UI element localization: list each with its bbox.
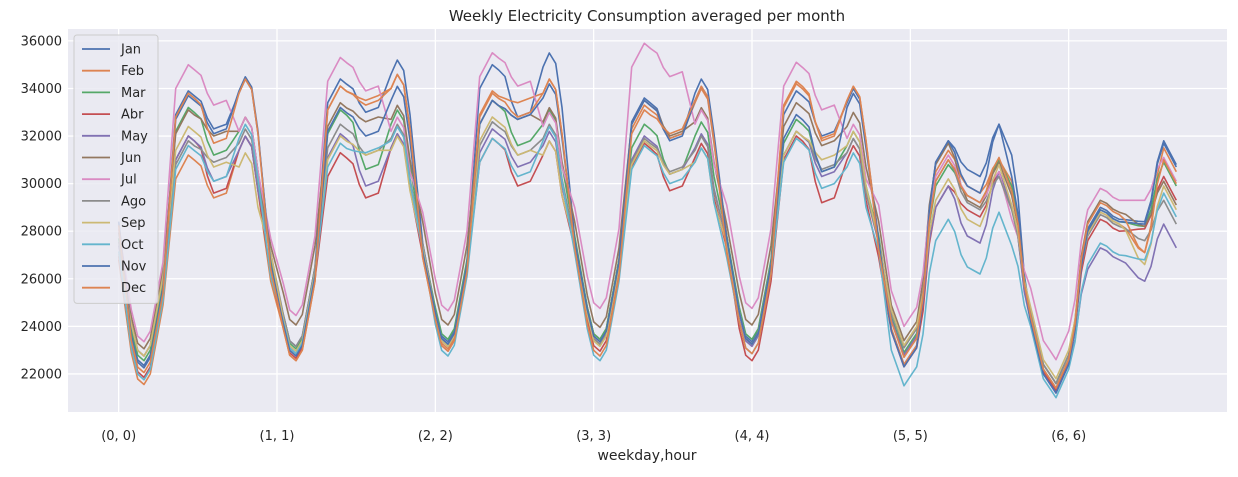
series-line-nov [117,76,1178,394]
series-line-ago [117,121,1178,385]
legend-label: Abr [121,108,144,123]
y-tick-label: 22000 [21,367,62,382]
grid [68,29,1227,412]
y-tick-label: 34000 [21,82,62,97]
x-tick-label: (5, 5) [893,429,928,444]
legend-label: Feb [121,64,144,79]
y-tick-label: 36000 [21,34,62,49]
x-tick-label: (6, 6) [1051,429,1086,444]
y-tick-label: 32000 [21,130,62,145]
y-tick-labels: 22000 24000 26000 28000 30000 32000 34000 36000 [21,34,62,382]
legend-label: May [121,129,148,144]
y-tick-label: 28000 [21,225,62,240]
series-line-sep [117,116,1178,380]
x-tick-labels: (0, 0) (1, 1) (2, 2) (3, 3) (4, 4) (5, 5) (6, … [101,429,1086,444]
legend-label: Mar [121,86,146,101]
x-tick-label: (0, 0) [101,429,136,444]
series-lines [117,42,1178,399]
x-tick-label: (3, 3) [576,429,611,444]
legend-label: Jul [120,173,137,188]
x-tick-label: (4, 4) [735,429,770,444]
legend-label: Ago [121,194,146,209]
y-tick-label: 24000 [21,320,62,335]
legend: Jan Feb Mar Abr May Jun Jul Ago Sep Oct Nov Dec [73,34,159,304]
series-line-jul [117,42,1178,361]
legend-label: Oct [121,238,143,253]
y-tick-label: 30000 [21,177,62,192]
legend-label: Sep [121,216,146,231]
x-tick-label: (1, 1) [260,429,295,444]
legend-label: Jan [120,43,141,58]
legend-box [73,34,159,304]
chart-title: Weekly Electricity Consumption averaged … [449,7,845,25]
x-axis-label: weekday,hour [597,448,696,464]
legend-label: Nov [121,260,147,275]
legend-label: Dec [121,281,146,296]
y-tick-label: 26000 [21,272,62,287]
series-line-dec [117,73,1178,389]
legend-label: Jun [120,151,141,166]
x-tick-label: (2, 2) [418,429,453,444]
series-line-oct [117,123,1178,399]
